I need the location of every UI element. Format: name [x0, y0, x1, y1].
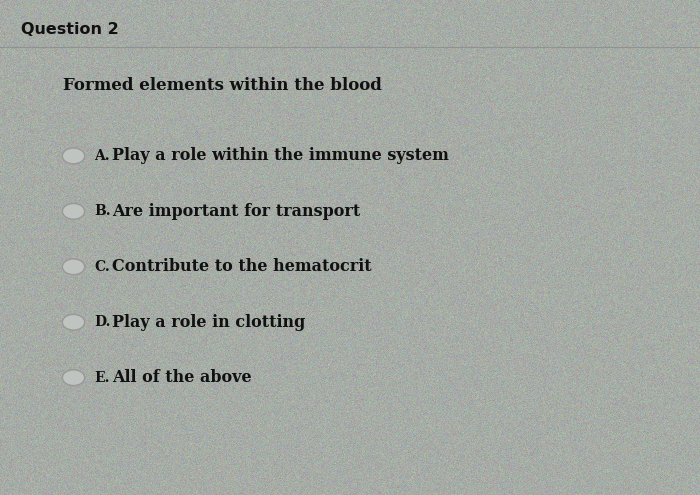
- Text: Play a role in clotting: Play a role in clotting: [112, 314, 305, 331]
- Text: D.: D.: [94, 315, 111, 329]
- Text: C.: C.: [94, 260, 111, 274]
- Text: Play a role within the immune system: Play a role within the immune system: [112, 148, 449, 164]
- Circle shape: [62, 314, 85, 330]
- Text: Are important for transport: Are important for transport: [112, 203, 360, 220]
- Text: All of the above: All of the above: [112, 369, 251, 386]
- Text: Question 2: Question 2: [21, 22, 119, 37]
- Text: Formed elements within the blood: Formed elements within the blood: [63, 77, 382, 94]
- Circle shape: [62, 148, 85, 164]
- Text: Contribute to the hematocrit: Contribute to the hematocrit: [112, 258, 372, 275]
- Text: B.: B.: [94, 204, 111, 218]
- Circle shape: [62, 259, 85, 275]
- Text: A.: A.: [94, 149, 110, 163]
- Circle shape: [62, 370, 85, 386]
- Text: E.: E.: [94, 371, 110, 385]
- Circle shape: [62, 203, 85, 219]
